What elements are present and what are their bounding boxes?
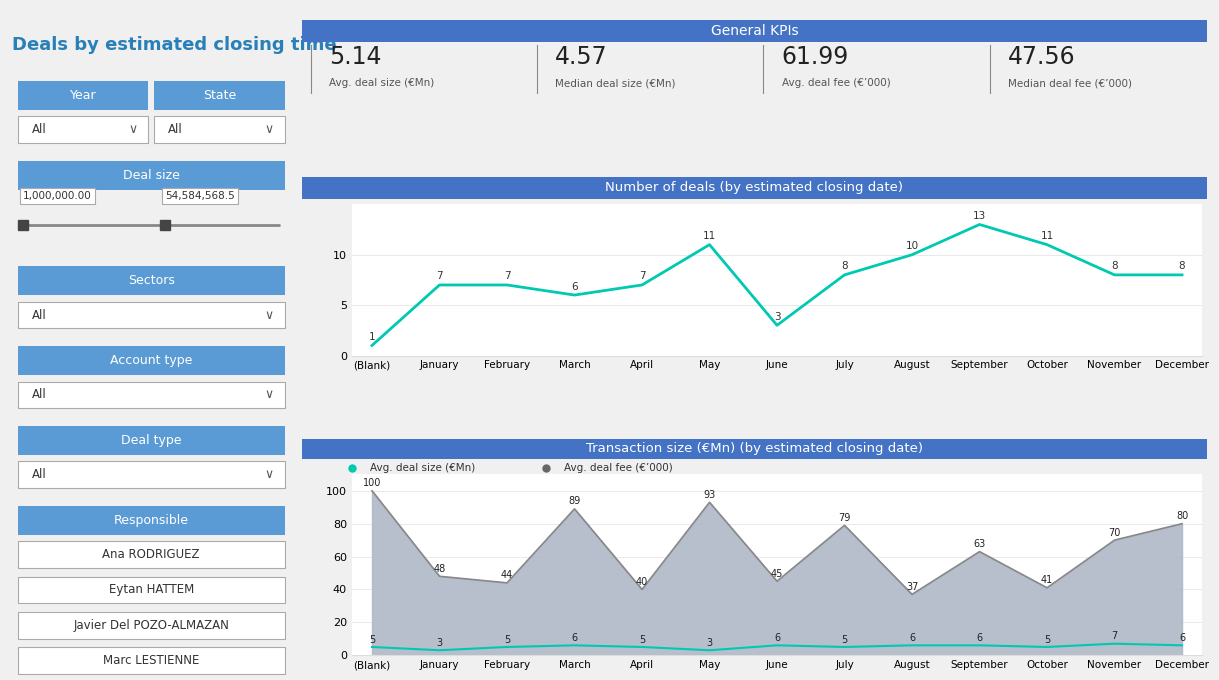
FancyBboxPatch shape xyxy=(18,381,284,409)
FancyBboxPatch shape xyxy=(18,541,284,568)
FancyBboxPatch shape xyxy=(18,302,284,328)
Text: State: State xyxy=(202,89,236,102)
Text: 47.56: 47.56 xyxy=(1008,45,1075,69)
FancyBboxPatch shape xyxy=(18,267,284,295)
FancyBboxPatch shape xyxy=(302,439,1207,459)
Text: General KPIs: General KPIs xyxy=(711,24,798,38)
Text: All: All xyxy=(168,123,183,136)
Text: All: All xyxy=(32,388,46,401)
FancyBboxPatch shape xyxy=(18,116,149,143)
Text: Number of deals (by estimated closing date): Number of deals (by estimated closing da… xyxy=(606,182,903,194)
Text: All: All xyxy=(32,469,46,481)
FancyBboxPatch shape xyxy=(154,81,284,110)
Text: ∨: ∨ xyxy=(265,469,273,481)
Text: Median deal size (€Mn): Median deal size (€Mn) xyxy=(556,78,675,88)
FancyBboxPatch shape xyxy=(302,20,1207,42)
FancyBboxPatch shape xyxy=(18,647,284,674)
FancyBboxPatch shape xyxy=(18,426,284,455)
Text: Deal size: Deal size xyxy=(123,169,179,182)
FancyBboxPatch shape xyxy=(18,577,284,603)
Text: Median deal fee (€’000): Median deal fee (€’000) xyxy=(1008,78,1131,88)
Text: Avg. deal size (€Mn): Avg. deal size (€Mn) xyxy=(369,463,475,473)
Text: 61.99: 61.99 xyxy=(781,45,848,69)
Text: Javier Del POZO-ALMAZAN: Javier Del POZO-ALMAZAN xyxy=(73,619,229,632)
Text: All: All xyxy=(32,123,46,136)
FancyBboxPatch shape xyxy=(18,161,284,190)
FancyBboxPatch shape xyxy=(18,462,284,488)
Text: ∨: ∨ xyxy=(265,309,273,322)
Text: ∨: ∨ xyxy=(265,123,273,136)
Text: 5.14: 5.14 xyxy=(329,45,382,69)
FancyBboxPatch shape xyxy=(18,81,149,110)
Text: Ana RODRIGUEZ: Ana RODRIGUEZ xyxy=(102,548,200,561)
Text: Year: Year xyxy=(69,89,96,102)
FancyBboxPatch shape xyxy=(154,116,284,143)
FancyBboxPatch shape xyxy=(18,506,284,535)
Text: 4.57: 4.57 xyxy=(556,45,608,69)
Text: Marc LESTIENNE: Marc LESTIENNE xyxy=(102,653,200,666)
Text: 1,000,000.00: 1,000,000.00 xyxy=(23,191,93,201)
FancyBboxPatch shape xyxy=(302,177,1207,199)
Text: 54,584,568.5: 54,584,568.5 xyxy=(165,191,235,201)
Text: ∨: ∨ xyxy=(265,388,273,401)
Text: Deals by estimated closing time: Deals by estimated closing time xyxy=(12,36,336,54)
Text: Avg. deal size (€Mn): Avg. deal size (€Mn) xyxy=(329,78,434,88)
Text: Transaction size (€Mn) (by estimated closing date): Transaction size (€Mn) (by estimated clo… xyxy=(586,443,923,456)
Text: Deal type: Deal type xyxy=(121,434,182,447)
Text: Sectors: Sectors xyxy=(128,274,174,288)
Text: Avg. deal fee (€’000): Avg. deal fee (€’000) xyxy=(781,78,890,88)
FancyBboxPatch shape xyxy=(18,612,284,639)
Text: All: All xyxy=(32,309,46,322)
Text: ∨: ∨ xyxy=(128,123,138,136)
Text: Responsible: Responsible xyxy=(113,514,189,527)
Text: Account type: Account type xyxy=(110,354,193,367)
FancyBboxPatch shape xyxy=(18,346,284,375)
Text: Avg. deal fee (€’000): Avg. deal fee (€’000) xyxy=(564,463,673,473)
Text: Eytan HATTEM: Eytan HATTEM xyxy=(108,583,194,596)
